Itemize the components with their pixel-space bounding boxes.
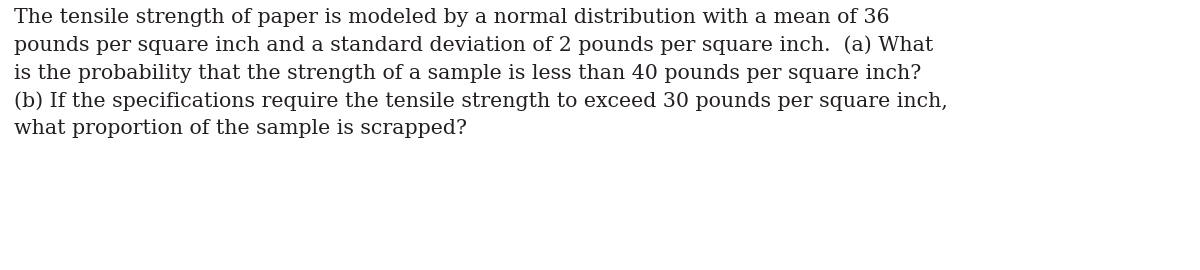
Text: The tensile strength of paper is modeled by a normal distribution with a mean of: The tensile strength of paper is modeled… xyxy=(14,8,948,138)
